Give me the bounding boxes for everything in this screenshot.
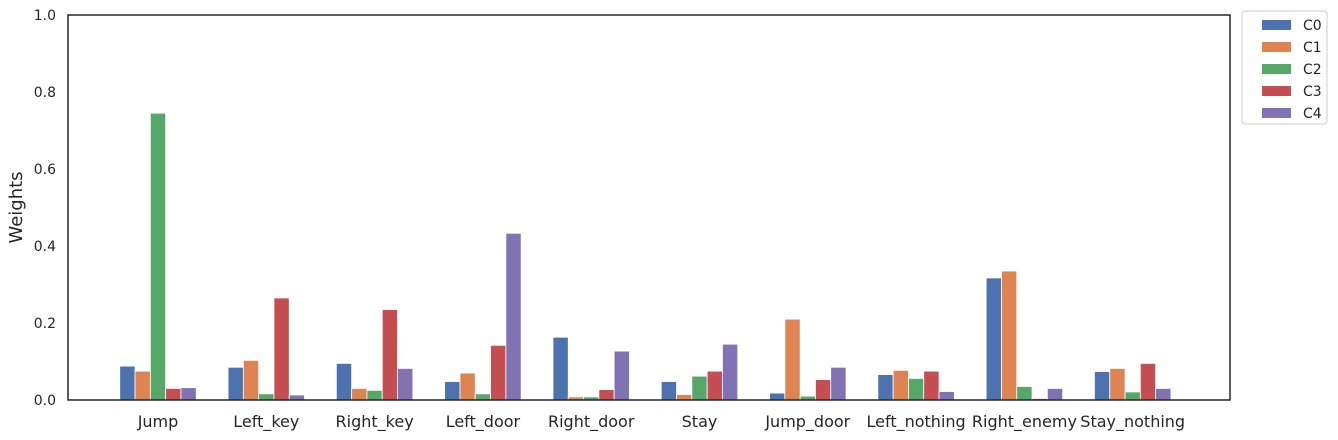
x-tick-label: Jump xyxy=(137,412,179,431)
bar-C4-Stay_nothing xyxy=(1155,388,1172,401)
legend-swatch-C0 xyxy=(1262,20,1291,30)
bar-C3-Jump xyxy=(165,388,182,401)
bar-C4-Stay xyxy=(722,343,739,401)
bar-C4-Right_enemy xyxy=(1046,388,1064,401)
legend-swatch-C4 xyxy=(1262,108,1291,118)
y-tick-label: 0.6 xyxy=(34,162,56,178)
x-tick-label: Stay xyxy=(682,412,718,431)
bar-C1-Right_enemy xyxy=(1001,270,1018,401)
bar-C3-Left_door xyxy=(490,344,507,401)
legend-swatch-C2 xyxy=(1262,64,1291,74)
bar-C1-Right_key xyxy=(351,388,368,401)
x-tick-label: Jump_door xyxy=(764,412,850,432)
bar-C2-Stay_nothing xyxy=(1124,391,1141,401)
bar-C0-Stay_nothing xyxy=(1094,371,1111,401)
bar-C1-Stay_nothing xyxy=(1109,368,1126,401)
bar-C4-Left_key xyxy=(288,394,305,401)
x-tick-label: Right_door xyxy=(548,412,635,432)
bar-C2-Stay xyxy=(691,375,708,401)
legend-label-C2: C2 xyxy=(1303,62,1322,78)
legend-label-C1: C1 xyxy=(1303,40,1322,56)
x-tick-label: Stay_nothing xyxy=(1080,412,1185,432)
x-tick-label: Left_key xyxy=(233,412,299,432)
bar-C4-Left_door xyxy=(505,232,522,401)
x-axis-ticks: Jump Left_key Right_key Left_door Right_door… xyxy=(137,412,1185,432)
bar-C3-Stay xyxy=(706,370,723,401)
bar-C0-Stay xyxy=(660,381,677,401)
x-tick-label: Left_nothing xyxy=(867,412,966,432)
plot-frame xyxy=(67,14,1231,401)
x-tick-label: Right_key xyxy=(336,412,414,432)
bar-C4-Jump_door xyxy=(830,366,847,401)
legend-label-C4: C4 xyxy=(1303,106,1322,122)
y-tick-label: 1.0 xyxy=(34,8,56,24)
bar-C0-Left_door xyxy=(444,381,461,401)
legend-label-C0: C0 xyxy=(1303,18,1322,34)
legend-label-C3: C3 xyxy=(1303,84,1322,100)
legend: C0 C1 C2 C3 C4 xyxy=(1241,10,1328,125)
x-tick-label: Right_enemy xyxy=(972,412,1077,432)
bar-C0-Right_key xyxy=(335,363,353,401)
bar-C2-Left_door xyxy=(474,393,491,401)
y-tick-label: 0.2 xyxy=(34,316,56,332)
bar-C1-Stay xyxy=(676,394,693,401)
y-tick-label: 0.4 xyxy=(34,239,56,255)
bar-C4-Jump xyxy=(180,387,197,401)
bar-C0-Left_key xyxy=(227,366,244,401)
legend-swatch-C1 xyxy=(1262,42,1291,52)
bar-C3-Jump_door xyxy=(815,379,832,401)
bar-C2-Jump xyxy=(149,112,167,401)
y-axis-label: Weights xyxy=(6,171,27,243)
bar-C2-Right_key xyxy=(366,389,383,401)
bar-C1-Left_door xyxy=(459,372,476,401)
bar-C0-Jump_door xyxy=(769,392,786,401)
x-tick-label: Left_door xyxy=(446,412,521,432)
y-tick-label: 0.8 xyxy=(34,85,56,101)
bar-C1-Left_key xyxy=(242,359,260,401)
bar-C3-Right_key xyxy=(381,309,398,401)
legend-swatch-C3 xyxy=(1262,86,1291,96)
bars-group xyxy=(119,112,1172,401)
bar-C1-Jump xyxy=(134,370,151,401)
bar-C3-Left_nothing xyxy=(923,370,940,401)
bar-C4-Left_nothing xyxy=(938,391,955,401)
bar-C2-Left_nothing xyxy=(908,378,925,401)
y-tick-label: 0.0 xyxy=(34,393,56,409)
bar-C0-Jump xyxy=(119,365,136,401)
bar-C4-Right_door xyxy=(613,350,630,401)
bar-C4-Right_key xyxy=(397,368,414,401)
bar-C3-Stay_nothing xyxy=(1139,363,1157,401)
bar-C2-Right_enemy xyxy=(1016,386,1033,401)
bar-C0-Right_door xyxy=(552,336,569,401)
bar-C3-Right_door xyxy=(598,389,615,401)
bar-C1-Left_nothing xyxy=(892,369,909,401)
y-axis-ticks: 0.0 0.2 0.4 0.6 0.8 1.0 xyxy=(34,8,56,409)
bar-C2-Left_key xyxy=(258,393,275,401)
bar-C1-Jump_door xyxy=(784,318,801,401)
bar-C0-Right_enemy xyxy=(985,277,1002,401)
bar-C0-Left_nothing xyxy=(877,374,894,401)
bar-C3-Left_key xyxy=(273,297,290,401)
